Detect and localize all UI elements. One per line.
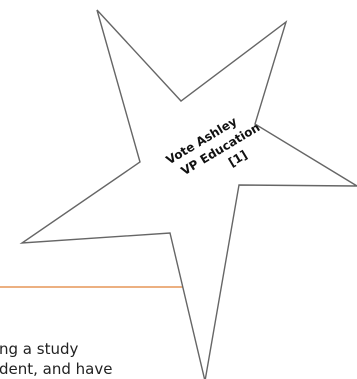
body-line-1: ng a study xyxy=(0,340,79,358)
horizontal-rule xyxy=(0,286,186,288)
star-outline xyxy=(19,9,357,379)
body-text: ng a study dent, and have xyxy=(0,339,239,379)
body-line-2: dent, and have xyxy=(0,360,113,378)
